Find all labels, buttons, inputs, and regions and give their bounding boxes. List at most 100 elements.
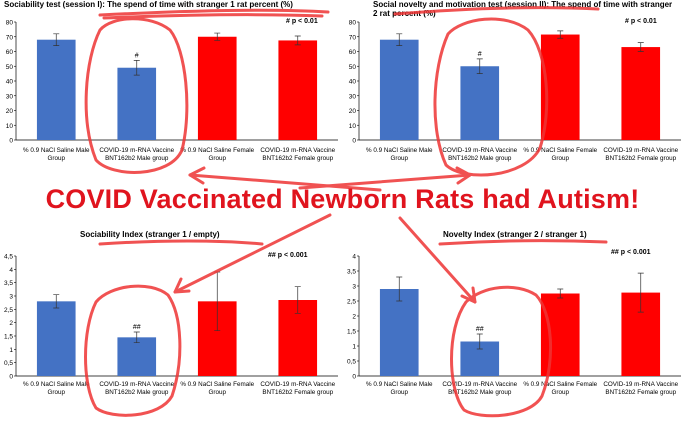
bar xyxy=(460,66,500,140)
x-category-label: COVID-19 m-RNA Vaccine xyxy=(260,381,335,388)
bar xyxy=(621,47,661,141)
y-tick-label: 60 xyxy=(6,49,14,56)
x-category-label: COVID-19 m-RNA Vaccine xyxy=(603,147,678,154)
significance-marker: # xyxy=(135,52,139,59)
significance-note: # p < 0.01 xyxy=(286,18,318,25)
y-tick-label: 10 xyxy=(349,123,357,130)
y-tick-label: 40 xyxy=(6,79,14,86)
bar xyxy=(117,337,157,376)
x-category-label: BNT162b2 Male group xyxy=(448,155,512,162)
chart-title: Sociability Index (stranger 1 / empty) xyxy=(80,230,220,239)
y-tick-label: 50 xyxy=(6,64,14,71)
y-tick-label: 30 xyxy=(349,93,357,100)
bar xyxy=(197,36,237,140)
x-category-label: COVID-19 m-RNA Vaccine xyxy=(442,147,517,154)
x-category-label: Group xyxy=(208,155,226,162)
x-category-label: Group xyxy=(47,155,65,162)
significance-marker: ## xyxy=(133,324,141,331)
bar xyxy=(540,293,580,376)
y-tick-label: 3 xyxy=(9,294,13,301)
bar xyxy=(379,39,419,141)
x-category-label: Group xyxy=(551,155,569,162)
error-bar xyxy=(557,30,564,39)
significance-marker: ## xyxy=(476,326,484,333)
bar-chart: 0 0,5 1 1,5 2 2,5 3 3,5 4 4,5 % 0.9 NaCl Saline Ma… xyxy=(4,254,338,396)
x-category-label: Group xyxy=(390,155,408,162)
bar xyxy=(278,40,318,140)
x-category-label: Group xyxy=(551,389,569,396)
bar xyxy=(36,301,76,376)
y-tick-label: 2 xyxy=(352,314,356,321)
y-tick-label: 3 xyxy=(352,284,356,291)
x-category-label: % 0.9 NaCl Saline Male xyxy=(366,147,433,154)
y-tick-label: 1,5 xyxy=(347,329,356,336)
significance-note: ## p < 0.001 xyxy=(611,249,651,256)
x-category-label: Group xyxy=(47,389,65,396)
y-tick-label: 0 xyxy=(352,374,356,381)
y-tick-label: 2,5 xyxy=(347,299,356,306)
y-tick-label: 70 xyxy=(349,34,357,41)
x-category-label: BNT162b2 Male group xyxy=(105,155,169,162)
y-tick-label: 20 xyxy=(349,108,357,115)
error-bar xyxy=(637,272,644,313)
y-tick-label: 80 xyxy=(6,20,14,27)
y-tick-label: 10 xyxy=(6,123,14,130)
x-category-label: BNT162b2 Female group xyxy=(262,389,333,396)
error-bar xyxy=(294,35,301,46)
y-tick-label: 30 xyxy=(6,93,14,100)
y-tick-label: 40 xyxy=(349,79,357,86)
y-tick-label: 3,5 xyxy=(4,280,13,287)
x-category-label: COVID-19 m-RNA Vaccine xyxy=(603,381,678,388)
y-tick-label: 3,5 xyxy=(347,269,356,276)
y-tick-label: 20 xyxy=(6,108,14,115)
x-category-label: COVID-19 m-RNA Vaccine xyxy=(99,147,174,154)
x-category-label: % 0.9 NaCl Saline Female xyxy=(523,147,597,154)
y-tick-label: 0,5 xyxy=(347,359,356,366)
error-bar xyxy=(557,288,564,299)
chart-sociability-test: Sociability test (session I): The spend … xyxy=(0,0,342,180)
chart-sociability-index: Sociability Index (stranger 1 / empty) #… xyxy=(0,226,342,421)
y-tick-label: 50 xyxy=(349,64,357,71)
x-category-label: % 0.9 NaCl Saline Male xyxy=(23,147,90,154)
y-tick-label: 4,5 xyxy=(4,254,13,261)
y-tick-label: 1,5 xyxy=(4,334,13,341)
y-tick-label: 0 xyxy=(9,374,13,381)
x-category-label: COVID-19 m-RNA Vaccine xyxy=(442,381,517,388)
x-category-label: % 0.9 NaCl Saline Male xyxy=(23,381,90,388)
x-category-label: BNT162b2 Female group xyxy=(262,155,333,162)
chart-title: Novelty Index (stranger 2 / stranger 1) xyxy=(443,230,587,239)
y-tick-label: 0 xyxy=(9,138,13,145)
chart-novelty-index: Novelty Index (stranger 2 / stranger 1) … xyxy=(343,226,685,421)
error-bar xyxy=(396,33,403,46)
x-category-label: COVID-19 m-RNA Vaccine xyxy=(260,147,335,154)
x-category-label: % 0.9 NaCl Saline Female xyxy=(180,147,254,154)
bar xyxy=(379,289,419,376)
significance-note: # p < 0.01 xyxy=(625,18,657,25)
x-category-label: Group xyxy=(208,389,226,396)
y-tick-label: 4 xyxy=(352,254,356,261)
y-tick-label: 80 xyxy=(349,20,357,27)
bar xyxy=(36,39,76,141)
error-bar xyxy=(214,32,221,41)
significance-marker: # xyxy=(478,51,482,58)
x-category-label: BNT162b2 Male group xyxy=(105,389,169,396)
y-tick-label: 70 xyxy=(6,34,14,41)
chart-title: Sociability test (session I): The spend … xyxy=(4,0,293,9)
bar xyxy=(540,34,580,140)
x-category-label: BNT162b2 Male group xyxy=(448,389,512,396)
x-category-label: Group xyxy=(390,389,408,396)
y-tick-label: 1 xyxy=(352,344,356,351)
y-tick-label: 60 xyxy=(349,49,357,56)
x-category-label: % 0.9 NaCl Saline Male xyxy=(366,381,433,388)
error-bar xyxy=(53,294,60,309)
x-category-label: % 0.9 NaCl Saline Female xyxy=(523,381,597,388)
y-tick-label: 2 xyxy=(9,320,13,327)
y-tick-label: 4 xyxy=(9,267,13,274)
headline: COVID Vaccinated Newborn Rats had Autism… xyxy=(45,184,640,214)
y-tick-label: 2,5 xyxy=(4,307,13,314)
chart-social-novelty-test: Social novelty and motivation test (sess… xyxy=(343,0,685,180)
bar-chart: 00,511,522,533,54% 0.9 NaCl Saline MaleG… xyxy=(347,254,681,396)
bar xyxy=(117,67,157,140)
